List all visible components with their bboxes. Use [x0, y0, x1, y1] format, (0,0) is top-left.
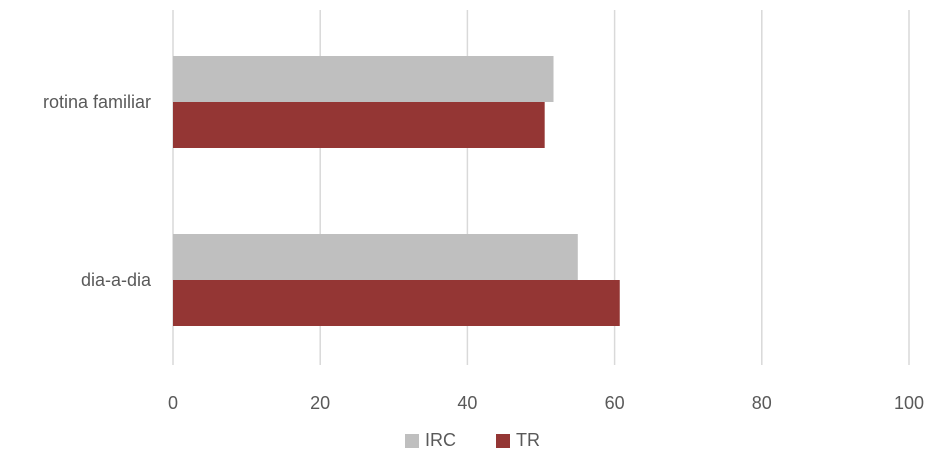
- bar-irc-1: [173, 234, 578, 280]
- x-axis-tick-labels: 0 20 40 60 80 100: [168, 393, 924, 413]
- x-tick-label: 20: [310, 393, 330, 413]
- legend: IRC TR: [405, 430, 540, 450]
- bar-irc-0: [173, 56, 554, 102]
- legend-swatch-tr: [496, 434, 510, 448]
- x-tick-label: 80: [752, 393, 772, 413]
- bar-tr-0: [173, 102, 545, 148]
- category-labels: rotina familiar dia-a-dia: [43, 92, 152, 290]
- x-tick-label: 100: [894, 393, 924, 413]
- legend-label-tr: TR: [516, 430, 540, 450]
- x-tick-label: 60: [605, 393, 625, 413]
- bars: [173, 56, 620, 326]
- x-tick-label: 40: [457, 393, 477, 413]
- category-label: rotina familiar: [43, 92, 151, 112]
- x-tick-label: 0: [168, 393, 178, 413]
- legend-swatch-irc: [405, 434, 419, 448]
- category-label: dia-a-dia: [81, 270, 152, 290]
- bar-tr-1: [173, 280, 620, 326]
- legend-label-irc: IRC: [425, 430, 456, 450]
